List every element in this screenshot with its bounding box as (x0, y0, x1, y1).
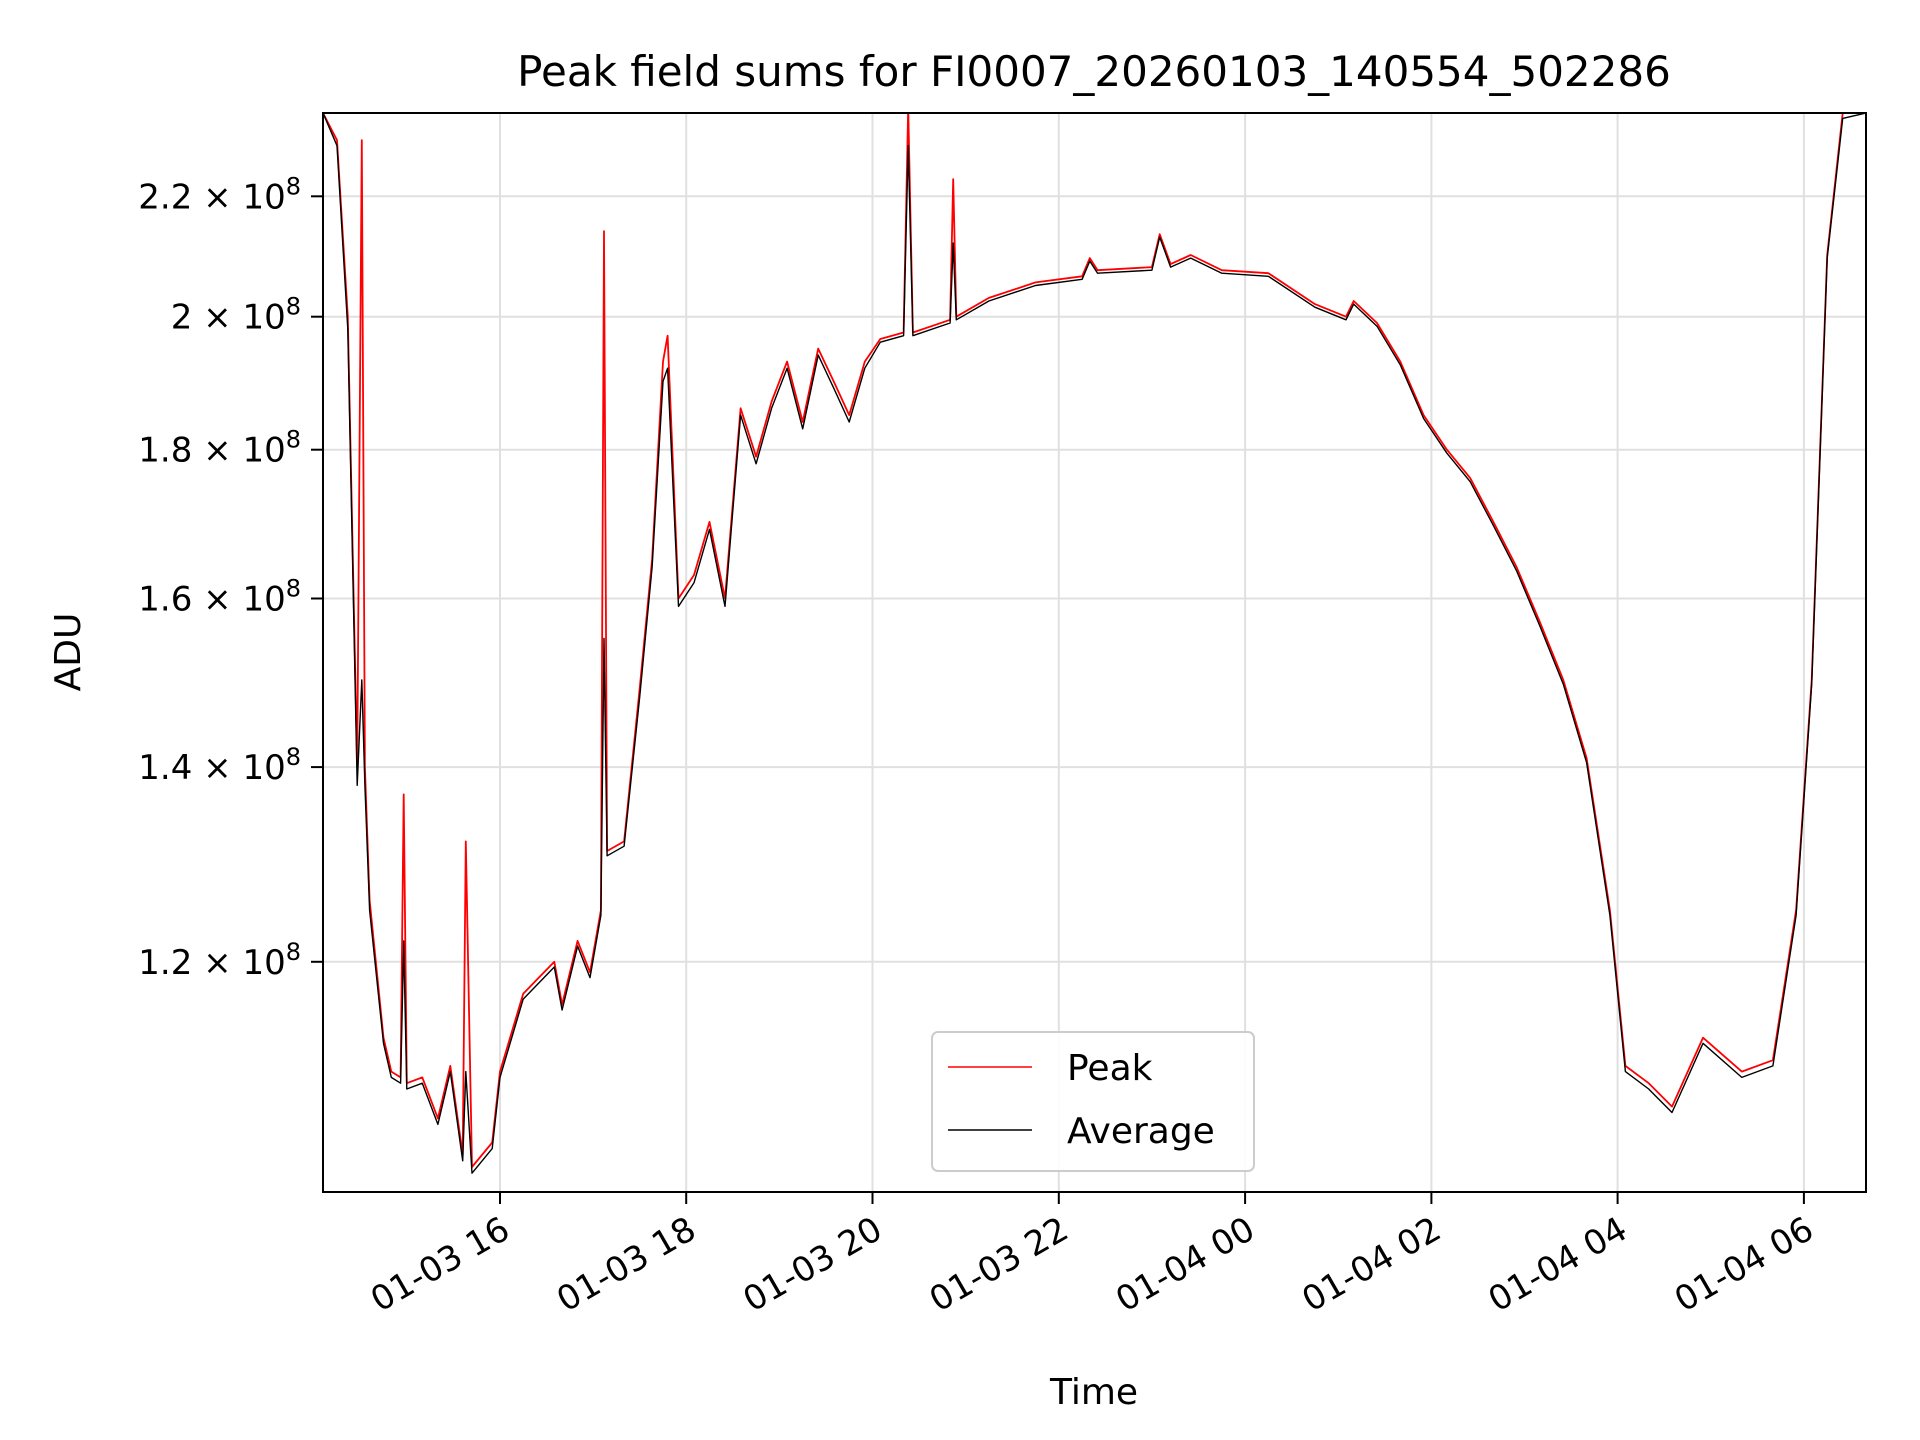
grid (323, 113, 1866, 1192)
y-tick-times-sign: × 10 (192, 298, 285, 338)
x-axis-label: Time (1049, 1372, 1138, 1413)
y-tick-exponent: 8 (286, 293, 301, 321)
y-tick-mantissa: 1.2 (138, 943, 192, 983)
y-tick-exponent: 8 (286, 938, 301, 966)
y-tick-times-sign: × 10 (192, 177, 285, 217)
y-tick-mantissa: 1.8 (138, 431, 192, 471)
legend-label-peak: Peak (1067, 1048, 1153, 1089)
y-tick-mantissa: 1.4 (138, 748, 192, 788)
chart-title: Peak field sums for FI0007_20260103_1405… (517, 47, 1671, 96)
y-tick-exponent: 8 (286, 575, 301, 603)
plot-frame (322, 112, 1867, 1193)
series-line-average (323, 113, 1866, 1174)
legend: Peak Average (931, 1031, 1255, 1172)
y-tick-exponent: 8 (286, 172, 301, 200)
y-tick-mantissa: 1.6 (138, 580, 192, 620)
y-tick-times-sign: × 10 (192, 748, 285, 788)
y-tick-times-sign: × 10 (192, 580, 285, 620)
y-tick-exponent: 8 (286, 426, 301, 454)
series-layer (323, 113, 1866, 1174)
y-tick-label: 2 × 108 (171, 293, 301, 338)
y-tick-times-sign: × 10 (192, 943, 285, 983)
y-axis-label: ADU (48, 613, 89, 692)
y-tick-times-sign: × 10 (192, 431, 285, 471)
y-tick-label: 2.2 × 108 (138, 172, 301, 217)
y-tick-label: 1.2 × 108 (138, 938, 301, 983)
legend-label-average: Average (1067, 1111, 1215, 1152)
y-tick-label: 1.4 × 108 (138, 743, 301, 788)
y-tick-label: 1.8 × 108 (138, 426, 301, 471)
y-tick-exponent: 8 (286, 743, 301, 771)
y-tick-mantissa: 2.2 (138, 177, 192, 217)
series-line-peak (323, 113, 1866, 1168)
y-tick-label: 1.6 × 108 (138, 575, 301, 620)
y-tick-mantissa: 2 (171, 298, 193, 338)
